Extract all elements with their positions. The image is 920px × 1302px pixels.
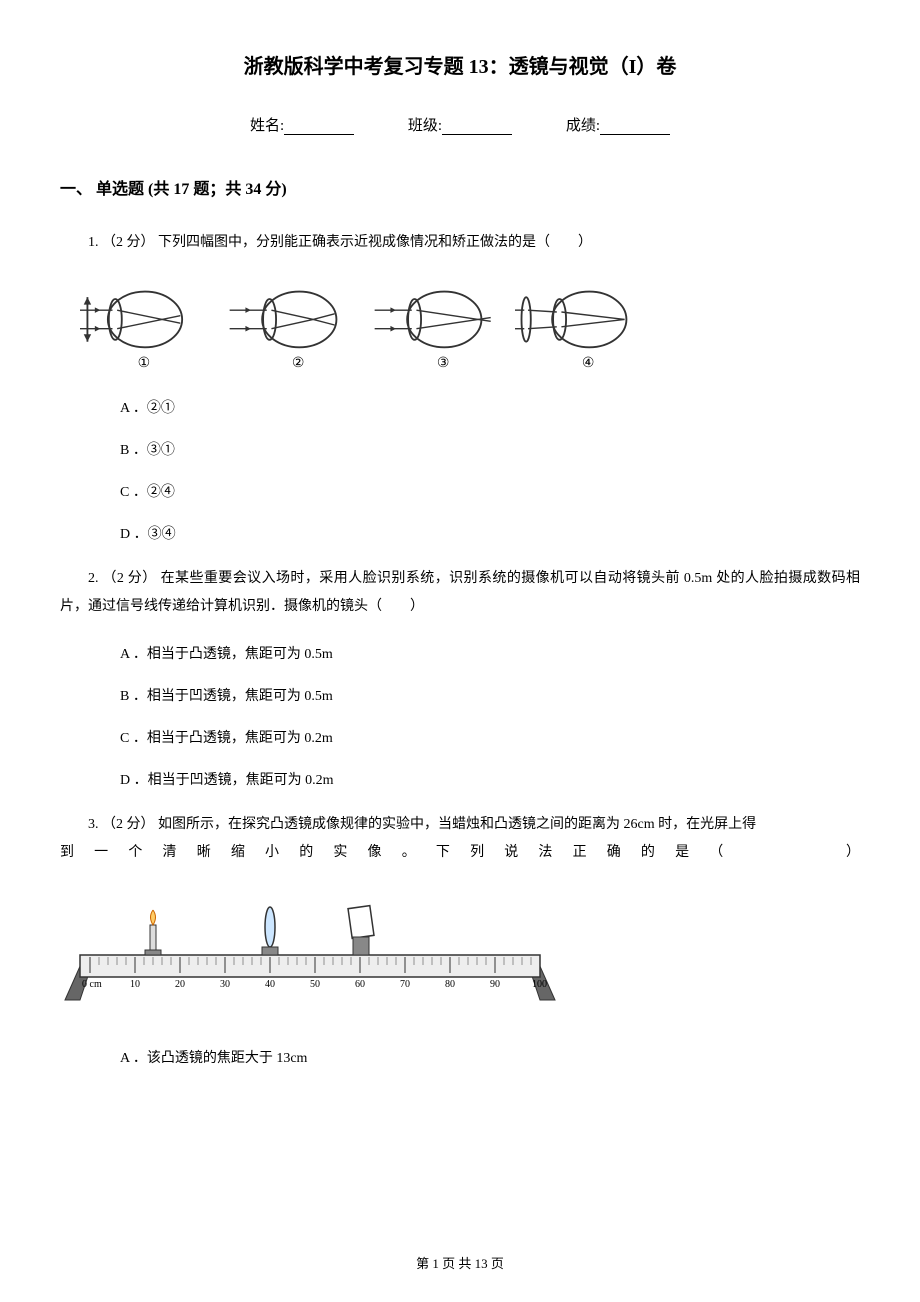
- eye-diagram-4: ④: [515, 275, 645, 375]
- ruler-20: 20: [175, 979, 185, 990]
- screen-icon: [348, 906, 374, 955]
- q2-text: 在某些重要会议入场时，采用人脸识别系统，识别系统的摄像机可以自动将镜头前 0.5…: [60, 571, 860, 614]
- q3-number: 3.: [88, 817, 99, 832]
- q2-option-d: D ．相当于凹透镜，焦距可为 0.2m: [120, 769, 860, 789]
- question-3: 3. （2 分） 如图所示，在探究凸透镜成像规律的实验中，当蜡烛和凸透镜之间的距…: [60, 811, 860, 867]
- name-underline: [284, 119, 354, 135]
- page-title: 浙教版科学中考复习专题 13：透镜与视觉（I）卷: [60, 50, 860, 79]
- fig-label-1: ①: [138, 356, 150, 371]
- class-underline: [442, 119, 512, 135]
- ruler-60: 60: [355, 979, 365, 990]
- q3-option-a: A ．该凸透镜的焦距大于 13cm: [120, 1047, 860, 1067]
- q1-option-d: D ．③④: [120, 523, 860, 543]
- q3-text-start: 如图所示，在探究凸透镜成像规律的实验中，当蜡烛和凸透镜之间的距离为 26cm 时…: [158, 817, 756, 832]
- question-2: 2. （2 分） 在某些重要会议入场时，采用人脸识别系统，识别系统的摄像机可以自…: [60, 565, 860, 621]
- score-label: 成绩:: [566, 118, 600, 134]
- section-heading: 一、 单选题 (共 17 题；共 34 分): [60, 175, 860, 199]
- q3-points: （2 分）: [102, 817, 155, 832]
- q2-points: （2 分）: [102, 571, 156, 586]
- candle-icon: [145, 910, 161, 955]
- q1-figures: ① ② ③ ④: [80, 275, 860, 375]
- ruler-10: 10: [130, 979, 140, 990]
- eye-diagram-3: ③: [370, 275, 500, 375]
- ruler-70: 70: [400, 979, 410, 990]
- ruler-90: 90: [490, 979, 500, 990]
- q1-number: 1.: [88, 235, 99, 250]
- fig-label-4: ④: [582, 356, 594, 371]
- q2-number: 2.: [88, 571, 99, 586]
- q3-text-line2: 到一个清晰缩小的实像。下列说法正确的是（ ）: [60, 839, 860, 867]
- ruler-100: 100: [532, 979, 547, 990]
- class-label: 班级:: [408, 118, 442, 134]
- q1-points: （2 分）: [102, 235, 155, 250]
- ruler-80: 80: [445, 979, 455, 990]
- q3-optical-bench: 0 cm 10 20 30 40 50 60 70 80 90 100: [60, 895, 560, 1005]
- score-underline: [600, 119, 670, 135]
- q2-option-c: C ．相当于凸透镜，焦距可为 0.2m: [120, 727, 860, 747]
- student-info-line: 姓名: 班级: 成绩:: [60, 114, 860, 135]
- page-footer: 第 1 页 共 13 页: [0, 1253, 920, 1272]
- ruler-30: 30: [220, 979, 230, 990]
- lens-icon: [262, 907, 278, 955]
- fig-label-3: ③: [437, 356, 449, 371]
- q1-option-b: B ．③①: [120, 439, 860, 459]
- fig-label-2: ②: [292, 356, 304, 371]
- eye-diagram-1: ①: [80, 275, 210, 375]
- ruler-40: 40: [265, 979, 275, 990]
- ruler-50: 50: [310, 979, 320, 990]
- eye-diagram-2: ②: [225, 275, 355, 375]
- name-label: 姓名:: [250, 118, 284, 134]
- q1-option-a: A ．②①: [120, 397, 860, 417]
- q1-text: 下列四幅图中，分别能正确表示近视成像情况和矫正做法的是（ ）: [158, 235, 592, 250]
- ruler-0: 0 cm: [82, 979, 102, 990]
- q1-option-c: C ．②④: [120, 481, 860, 501]
- q2-option-a: A ．相当于凸透镜，焦距可为 0.5m: [120, 643, 860, 663]
- question-1: 1. （2 分） 下列四幅图中，分别能正确表示近视成像情况和矫正做法的是（ ）: [60, 229, 860, 257]
- q2-option-b: B ．相当于凹透镜，焦距可为 0.5m: [120, 685, 860, 705]
